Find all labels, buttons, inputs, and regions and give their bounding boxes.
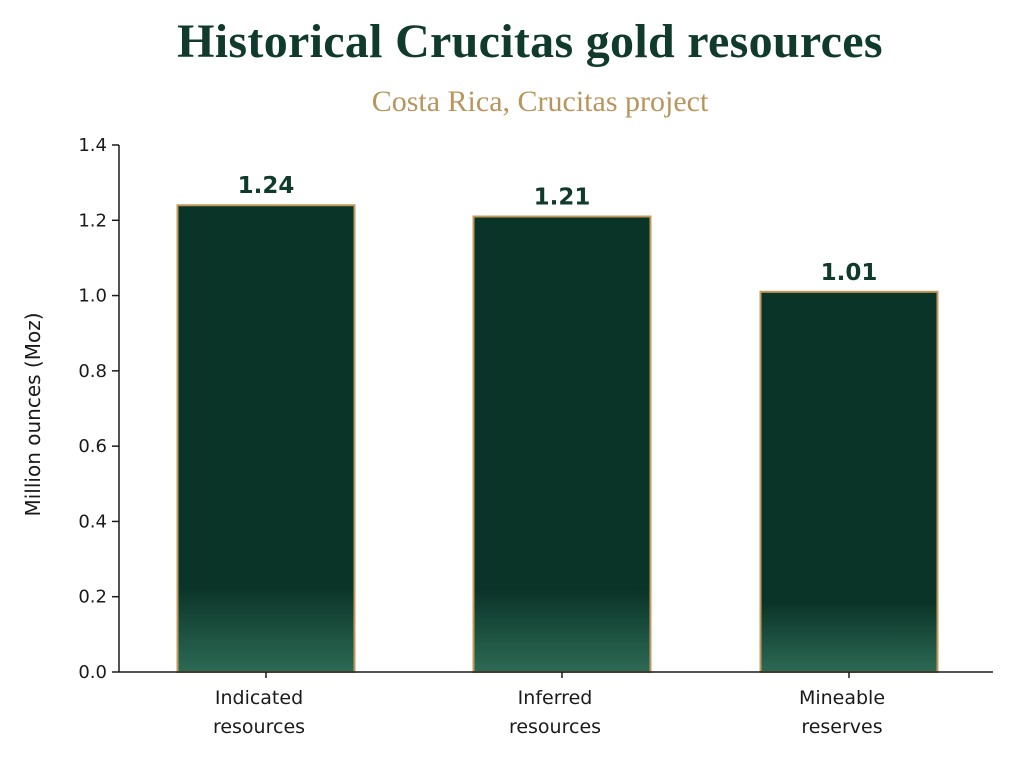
chart-subtitle: Costa Rica, Crucitas project	[371, 85, 709, 118]
category-label-1-0: Inferred	[518, 687, 593, 709]
bar-2	[759, 290, 939, 673]
bar-1	[472, 215, 652, 673]
category-label-2-0: Mineable	[799, 687, 885, 709]
chart-title: Historical Crucitas gold resources	[177, 15, 883, 68]
value-label-0: 1.24	[238, 173, 295, 199]
y-tick-label-4: 0.8	[78, 361, 107, 382]
y-tick-label-7: 1.4	[78, 135, 107, 156]
labels-layer: 1.24 Indicated resources 1.21 Inferred resour…	[213, 173, 885, 738]
y-tick-label-0: 0.0	[78, 662, 107, 683]
category-label-0-1: resources	[213, 716, 305, 738]
y-tick-label-1: 0.2	[78, 587, 107, 608]
category-label-0-0: Indicated	[215, 687, 303, 709]
axes-layer: 0.0 0.2 0.4 0.6 0.8 1.0 1.2 1.4 Million ounces (…	[21, 135, 993, 683]
value-label-1: 1.21	[534, 185, 591, 211]
y-axis-title: Million ounces (Moz)	[21, 312, 45, 516]
y-tick-label-2: 0.4	[78, 511, 107, 532]
bars-layer	[176, 204, 939, 673]
y-tick-label-6: 1.2	[78, 210, 107, 231]
category-label-1-1: resources	[509, 716, 601, 738]
category-label-2-1: reserves	[801, 716, 882, 738]
value-label-2: 1.01	[821, 260, 878, 286]
y-tick-label-5: 1.0	[78, 286, 107, 307]
y-tick-label-3: 0.6	[78, 436, 107, 457]
bar-0	[176, 204, 356, 673]
